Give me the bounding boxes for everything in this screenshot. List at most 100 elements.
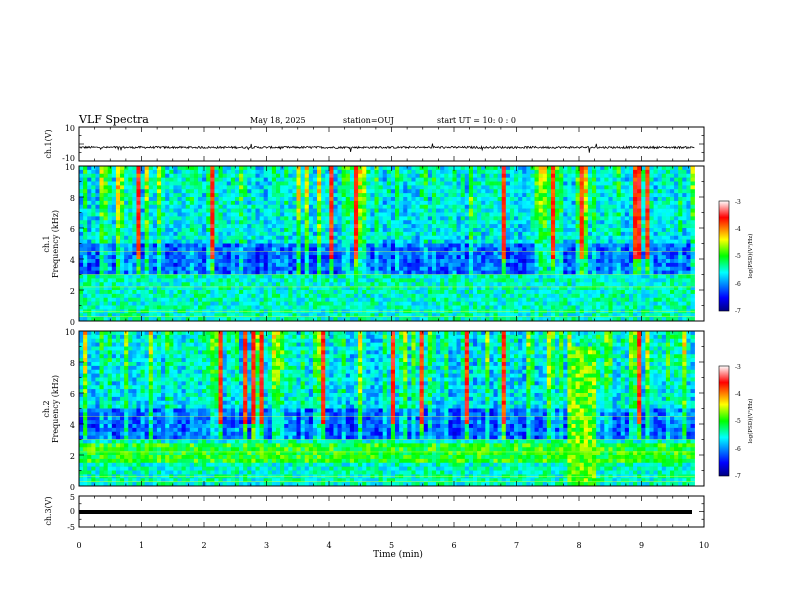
spectrogram-cell xyxy=(91,200,96,206)
spectrogram-cell xyxy=(395,224,400,229)
spectrogram-cell xyxy=(284,185,289,190)
spectrogram-cell xyxy=(534,216,539,221)
spectrogram-cell xyxy=(522,239,527,244)
spectrogram-cell xyxy=(538,193,544,198)
spectrogram-cell xyxy=(444,220,449,225)
spectrogram-cell xyxy=(165,185,170,190)
spectrogram-cell xyxy=(132,278,137,283)
spectrogram-cell xyxy=(456,212,461,217)
spectrogram-cell xyxy=(571,251,576,256)
spectrogram-cell xyxy=(185,185,191,190)
spectrogram-cell xyxy=(243,235,248,240)
spectrogram-cell xyxy=(366,259,371,264)
spectrogram-cell xyxy=(317,282,322,287)
spectrogram-cell xyxy=(198,177,203,182)
spectrogram-cell xyxy=(247,301,252,306)
spectrogram-cell xyxy=(255,305,260,310)
spectrogram-cell xyxy=(571,278,576,283)
spectrogram-cell xyxy=(247,266,252,271)
spectrogram-cell xyxy=(317,286,322,291)
spectrogram-cell xyxy=(468,274,474,279)
spectrogram-cell xyxy=(210,286,215,291)
spectrogram-cell xyxy=(140,247,145,252)
spectrogram-cell xyxy=(165,212,170,217)
spectrogram-cell xyxy=(111,169,117,175)
spectrogram-cell xyxy=(431,286,437,291)
spectrogram-cell xyxy=(378,313,383,318)
spectrogram-cell xyxy=(218,243,223,248)
spectrogram-cell xyxy=(538,200,544,206)
spectrogram-cell xyxy=(169,228,174,233)
spectrogram-cell xyxy=(509,313,515,318)
spectrogram-cell xyxy=(493,189,498,194)
spectrogram-cell xyxy=(169,305,174,310)
spectrogram-cell xyxy=(144,193,150,198)
spectrogram-cell xyxy=(79,212,84,217)
spectrogram-cell xyxy=(542,197,548,202)
spectrogram-cell xyxy=(300,204,306,209)
spectrogram-cell xyxy=(107,189,113,194)
spectrogram-cell xyxy=(267,200,273,206)
spectrogram-cell xyxy=(317,185,322,190)
spectrogram-cell xyxy=(325,224,330,229)
spectrogram-cell xyxy=(234,189,240,194)
spectrogram-cell xyxy=(300,251,306,256)
spectrogram-cell xyxy=(411,293,416,299)
spectrogram-cell xyxy=(206,290,211,295)
spectrogram-cell xyxy=(317,251,322,256)
spectrogram-cell xyxy=(239,286,244,291)
spectrogram-cell xyxy=(181,293,186,299)
spectrogram-cell xyxy=(362,282,367,287)
spectrogram-cell xyxy=(526,185,531,190)
spectrogram-cell xyxy=(567,193,572,198)
spectrogram-cell xyxy=(222,197,228,202)
spectrogram-cell xyxy=(263,208,269,213)
spectrogram-cell xyxy=(234,220,240,225)
spectrogram-cell xyxy=(423,216,429,221)
spectrogram-cell xyxy=(263,270,269,275)
spectrogram-cell xyxy=(144,286,150,291)
spectrogram-cell xyxy=(530,286,535,291)
spectrogram-cell xyxy=(169,235,174,240)
spectrogram-cell xyxy=(312,193,318,198)
spectrogram-cell xyxy=(189,200,195,206)
spectrogram-cell xyxy=(83,197,88,202)
spectrogram-cell xyxy=(362,270,367,275)
spectrogram-cell xyxy=(571,185,576,190)
spectrogram-cell xyxy=(136,185,141,190)
spectrogram-cell xyxy=(152,251,158,256)
spectrogram-cell xyxy=(431,212,437,217)
spectrogram-cell xyxy=(448,169,453,175)
spectrogram-cell xyxy=(140,193,145,198)
spectrogram-cell xyxy=(107,313,113,318)
spectrogram-cell xyxy=(518,243,523,248)
spectrogram-cell xyxy=(185,224,191,229)
spectrogram-cell xyxy=(288,278,293,283)
spectrogram-cell xyxy=(308,235,314,240)
spectrogram-cell xyxy=(505,200,511,206)
spectrogram-cell xyxy=(448,317,453,322)
spectrogram-cell xyxy=(259,189,264,194)
spectrogram-cell xyxy=(165,173,170,178)
spectrogram-cell xyxy=(152,266,158,271)
spectrogram-cell xyxy=(419,228,425,233)
spectrogram-cell xyxy=(243,301,248,306)
spectrogram-cell xyxy=(546,208,552,213)
spectrogram-cell xyxy=(136,177,141,182)
spectrogram-cell xyxy=(358,313,363,318)
spectrogram-cell xyxy=(156,297,162,302)
spectrogram-cell xyxy=(353,262,359,268)
spectrogram-cell xyxy=(218,301,223,306)
spectrogram-cell xyxy=(259,247,264,252)
spectrogram-cell xyxy=(538,212,544,217)
spectrogram-cell xyxy=(460,181,466,186)
spectrogram-cell xyxy=(185,231,191,237)
spectrogram-cell xyxy=(464,166,470,171)
spectrogram-cell xyxy=(579,197,585,202)
spectrogram-cell xyxy=(107,266,113,271)
spectrogram-cell xyxy=(148,197,154,202)
spectrogram-cell xyxy=(415,243,420,248)
spectrogram-cell xyxy=(468,177,474,182)
spectrogram-cell xyxy=(518,259,523,264)
spectrogram-cell xyxy=(575,231,580,237)
